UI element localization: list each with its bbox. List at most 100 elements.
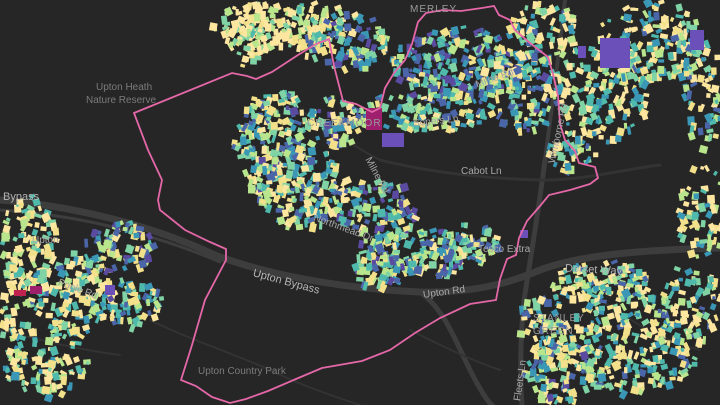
building	[707, 239, 713, 248]
building	[33, 212, 43, 219]
building	[288, 43, 292, 48]
building	[634, 369, 640, 375]
building	[419, 71, 426, 77]
building	[626, 71, 633, 81]
building	[521, 94, 527, 100]
building	[366, 250, 374, 260]
building	[243, 106, 250, 115]
building	[692, 18, 700, 27]
building	[493, 234, 502, 241]
building	[323, 17, 331, 26]
building	[220, 15, 228, 25]
building	[544, 299, 552, 307]
building	[598, 135, 604, 140]
building	[318, 221, 323, 230]
building	[675, 3, 684, 12]
building	[576, 343, 582, 349]
building	[586, 357, 596, 368]
building	[659, 33, 669, 40]
building	[566, 62, 573, 71]
building	[237, 38, 244, 46]
building	[526, 102, 535, 110]
building	[123, 254, 131, 260]
building	[309, 195, 318, 204]
building	[580, 147, 585, 153]
building	[682, 341, 691, 352]
building	[679, 360, 687, 369]
building	[310, 0, 319, 7]
building	[339, 111, 345, 120]
building	[448, 248, 454, 253]
building	[525, 31, 536, 43]
building	[376, 280, 382, 290]
building	[567, 35, 577, 44]
building	[686, 21, 691, 29]
building	[351, 262, 360, 272]
building	[562, 344, 569, 352]
building	[575, 66, 585, 75]
building	[276, 216, 286, 226]
building	[285, 129, 292, 137]
building	[556, 303, 563, 310]
building	[634, 373, 641, 379]
building	[71, 301, 80, 311]
building	[468, 121, 475, 129]
building	[546, 393, 554, 402]
building	[296, 127, 305, 134]
building	[52, 372, 60, 381]
label-bypass-left: Bypass	[3, 191, 40, 203]
building	[494, 243, 503, 254]
building	[513, 66, 523, 76]
building	[302, 18, 311, 28]
building	[2, 230, 11, 240]
building	[527, 87, 536, 93]
building	[330, 20, 337, 27]
building	[413, 82, 419, 88]
building	[685, 214, 693, 221]
building	[458, 250, 463, 257]
building	[49, 345, 59, 357]
building-large	[690, 30, 704, 50]
building	[260, 135, 269, 141]
building	[21, 359, 27, 366]
building	[562, 268, 568, 275]
building	[598, 305, 605, 311]
building	[546, 32, 553, 39]
building	[311, 19, 319, 26]
building	[9, 264, 17, 272]
building	[299, 45, 309, 52]
building	[441, 243, 450, 250]
building	[405, 265, 415, 275]
building	[228, 41, 235, 49]
building	[304, 219, 308, 228]
building	[236, 123, 243, 131]
building	[649, 318, 659, 327]
building	[398, 200, 404, 208]
building	[358, 249, 367, 255]
building	[706, 67, 712, 73]
building	[393, 249, 401, 254]
building	[419, 109, 427, 116]
building	[684, 267, 694, 277]
building	[475, 258, 483, 264]
building	[279, 130, 285, 136]
building	[62, 309, 70, 318]
building	[275, 208, 284, 213]
building	[691, 307, 699, 313]
building	[538, 359, 544, 365]
building	[221, 25, 229, 31]
building	[43, 392, 54, 403]
building	[311, 53, 319, 63]
building	[643, 23, 654, 35]
building	[276, 150, 284, 157]
building	[599, 283, 607, 291]
building	[670, 306, 676, 312]
building	[631, 275, 641, 283]
building	[20, 284, 26, 290]
building	[357, 117, 365, 127]
building	[673, 265, 681, 272]
building	[330, 211, 339, 218]
building	[689, 125, 695, 134]
building	[61, 333, 68, 340]
